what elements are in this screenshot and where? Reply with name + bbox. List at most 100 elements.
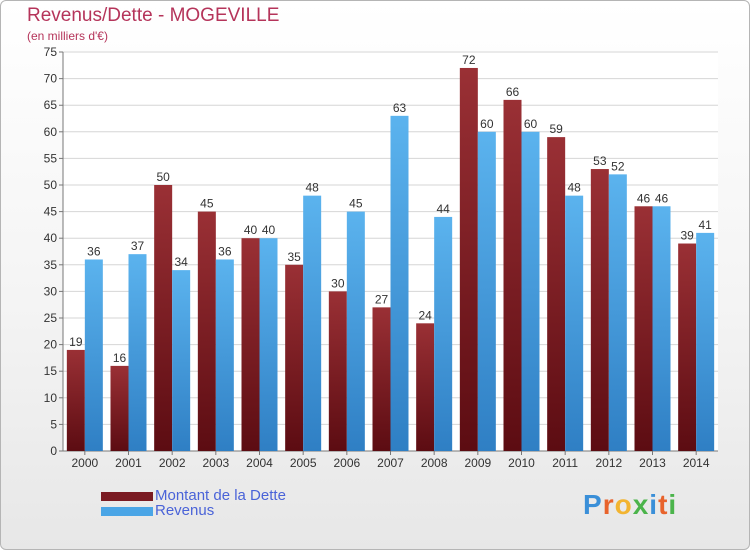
data-label-revenus: 48 bbox=[567, 181, 581, 195]
y-tick-label: 65 bbox=[44, 98, 58, 112]
bar-dette bbox=[285, 264, 304, 451]
bar-revenus bbox=[652, 206, 671, 451]
bar-revenus bbox=[84, 259, 103, 451]
bar-dette bbox=[241, 238, 260, 451]
x-tick-label: 2009 bbox=[464, 456, 491, 470]
x-tick-label: 2004 bbox=[246, 456, 273, 470]
data-label-revenus: 44 bbox=[436, 202, 450, 216]
data-label-dette: 35 bbox=[287, 250, 301, 264]
y-tick-label: 15 bbox=[44, 364, 58, 378]
data-label-dette: 40 bbox=[244, 223, 258, 237]
legend-swatch-revenus bbox=[101, 507, 153, 516]
x-tick-label: 2006 bbox=[333, 456, 360, 470]
data-label-revenus: 34 bbox=[174, 255, 188, 269]
x-tick-label: 2003 bbox=[202, 456, 229, 470]
bar-revenus bbox=[477, 131, 496, 452]
bar-dette bbox=[459, 67, 478, 452]
logo-letter: i bbox=[649, 489, 659, 520]
bar-dette bbox=[154, 185, 173, 451]
bar-dette bbox=[678, 243, 697, 451]
bar-revenus bbox=[521, 131, 540, 452]
bar-revenus bbox=[172, 270, 191, 451]
x-tick-label: 2010 bbox=[508, 456, 535, 470]
chart-subtitle: (en milliers d'€) bbox=[27, 29, 108, 43]
data-label-dette: 46 bbox=[637, 191, 651, 205]
y-tick-label: 55 bbox=[44, 151, 58, 165]
data-label-revenus: 40 bbox=[262, 223, 276, 237]
bar-revenus bbox=[215, 259, 234, 451]
bar-dette bbox=[197, 211, 216, 451]
x-tick-label: 2001 bbox=[115, 456, 142, 470]
legend-swatch-dette bbox=[101, 492, 153, 501]
data-label-revenus: 60 bbox=[524, 117, 538, 131]
y-tick-label: 25 bbox=[44, 311, 58, 325]
data-label-dette: 30 bbox=[331, 276, 345, 290]
y-tick-label: 10 bbox=[44, 391, 58, 405]
logo-letter: r bbox=[602, 489, 615, 520]
y-tick-label: 5 bbox=[50, 417, 57, 431]
proxiti-logo: Proxiti bbox=[583, 489, 677, 521]
bar-revenus bbox=[346, 211, 365, 451]
logo-letter: x bbox=[632, 489, 650, 520]
x-tick-label: 2002 bbox=[159, 456, 186, 470]
bar-dette bbox=[590, 169, 609, 452]
bar-revenus bbox=[128, 254, 147, 451]
logo-letter: t bbox=[658, 489, 669, 520]
y-tick-label: 75 bbox=[44, 45, 58, 59]
data-label-dette: 66 bbox=[506, 85, 520, 99]
y-tick-label: 20 bbox=[44, 338, 58, 352]
x-tick-label: 2014 bbox=[683, 456, 710, 470]
data-label-dette: 59 bbox=[549, 122, 563, 136]
y-tick-label: 45 bbox=[44, 205, 58, 219]
bar-dette bbox=[328, 291, 347, 451]
bar-dette bbox=[416, 323, 435, 451]
x-tick-label: 2013 bbox=[639, 456, 666, 470]
data-label-dette: 19 bbox=[69, 335, 83, 349]
data-label-revenus: 63 bbox=[393, 101, 407, 115]
data-label-dette: 45 bbox=[200, 197, 214, 211]
logo-letter: i bbox=[668, 489, 678, 520]
logo-letter: P bbox=[583, 489, 603, 520]
bar-dette bbox=[634, 206, 653, 451]
y-tick-label: 50 bbox=[44, 178, 58, 192]
data-label-dette: 72 bbox=[462, 53, 476, 67]
x-tick-label: 2012 bbox=[595, 456, 622, 470]
data-label-revenus: 46 bbox=[655, 191, 669, 205]
logo-letter: o bbox=[614, 489, 633, 520]
bar-revenus bbox=[608, 174, 627, 452]
data-label-dette: 39 bbox=[680, 229, 694, 243]
data-label-dette: 53 bbox=[593, 154, 607, 168]
bar-revenus bbox=[303, 195, 322, 451]
bar-revenus bbox=[434, 216, 453, 451]
bar-dette bbox=[503, 99, 522, 451]
y-tick-label: 60 bbox=[44, 125, 58, 139]
data-label-revenus: 45 bbox=[349, 197, 363, 211]
bar-dette bbox=[110, 365, 129, 451]
legend-label-dette: Montant de la Dette bbox=[155, 487, 286, 504]
data-label-dette: 50 bbox=[156, 170, 170, 184]
y-tick-label: 35 bbox=[44, 258, 58, 272]
data-label-revenus: 36 bbox=[218, 244, 232, 258]
y-tick-label: 40 bbox=[44, 231, 58, 245]
data-label-revenus: 52 bbox=[611, 159, 625, 173]
bar-revenus bbox=[259, 238, 278, 451]
bar-dette bbox=[547, 137, 566, 451]
x-tick-label: 2008 bbox=[421, 456, 448, 470]
bar-revenus bbox=[565, 195, 584, 451]
bar-dette bbox=[66, 349, 85, 451]
x-tick-label: 2011 bbox=[552, 456, 578, 470]
bar-revenus bbox=[696, 232, 715, 451]
y-tick-label: 30 bbox=[44, 284, 58, 298]
data-label-dette: 24 bbox=[418, 308, 432, 322]
data-label-revenus: 41 bbox=[698, 218, 712, 232]
data-label-revenus: 36 bbox=[87, 244, 101, 258]
data-label-dette: 27 bbox=[375, 292, 389, 306]
bar-dette bbox=[372, 307, 391, 451]
data-label-revenus: 60 bbox=[480, 117, 494, 131]
legend-label-revenus: Revenus bbox=[155, 502, 215, 519]
data-label-dette: 16 bbox=[113, 351, 127, 365]
x-tick-label: 2007 bbox=[377, 456, 404, 470]
data-label-revenus: 37 bbox=[131, 239, 145, 253]
